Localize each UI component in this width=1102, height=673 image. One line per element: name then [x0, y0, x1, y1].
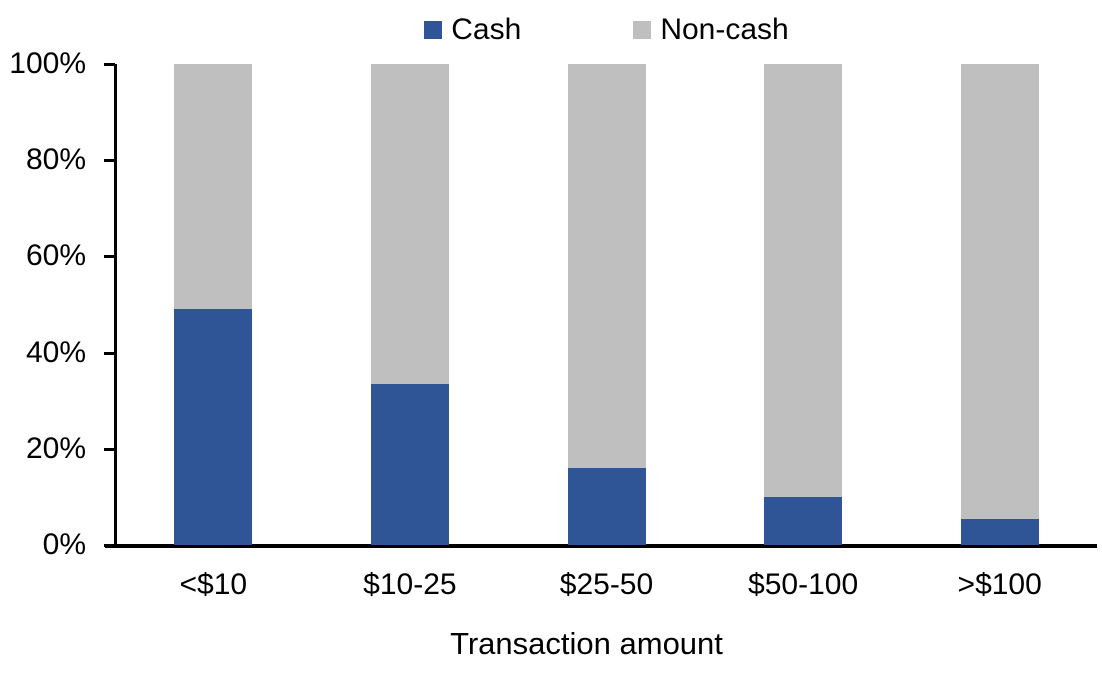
- legend-label: Non-cash: [660, 13, 789, 46]
- y-axis-tick: [104, 255, 115, 259]
- y-axis-tick: [104, 351, 115, 355]
- legend-swatch-non-cash: [633, 21, 652, 39]
- legend-item-cash: Cash: [424, 13, 521, 47]
- y-axis-tick-label: 100%: [9, 47, 86, 80]
- bar-segment-cash: [370, 383, 449, 545]
- x-axis-category-label: $50-100: [748, 568, 859, 601]
- y-axis-tick-label: 0%: [42, 528, 86, 561]
- legend-swatch-cash: [424, 21, 443, 39]
- x-axis-title: Transaction amount: [450, 626, 723, 661]
- x-axis-category-label: $25-50: [559, 568, 654, 601]
- bar-segment-cash: [764, 496, 843, 545]
- bar-segment-non-cash: [174, 64, 253, 310]
- legend-label: Cash: [451, 13, 522, 46]
- legend: Cash Non-cash: [115, 10, 1098, 50]
- bar-segment-cash: [174, 309, 253, 545]
- legend-item-non-cash: Non-cash: [633, 13, 789, 47]
- bar-segment-non-cash: [370, 64, 449, 384]
- y-axis-tick-label: 80%: [25, 143, 86, 177]
- x-axis-line: [105, 544, 1097, 548]
- bar-segment-non-cash: [567, 64, 646, 469]
- y-axis-tick: [104, 63, 115, 66]
- x-axis-category-label: <$10: [179, 568, 248, 601]
- y-axis-tick-label: 60%: [25, 239, 86, 273]
- y-axis-tick: [104, 544, 115, 547]
- y-axis-tick-label: 20%: [25, 431, 86, 465]
- y-axis-tick: [104, 447, 115, 451]
- y-axis-tick-label: 40%: [25, 335, 86, 369]
- x-axis-category-label: >$100: [957, 568, 1042, 601]
- y-axis-line: [114, 64, 117, 545]
- bar-segment-non-cash: [960, 64, 1039, 519]
- bar-segment-non-cash: [764, 64, 843, 497]
- bar-segment-cash: [960, 518, 1039, 545]
- bar-segment-cash: [567, 468, 646, 545]
- y-axis-tick: [104, 159, 115, 163]
- x-axis-category-label: $10-25: [363, 568, 457, 601]
